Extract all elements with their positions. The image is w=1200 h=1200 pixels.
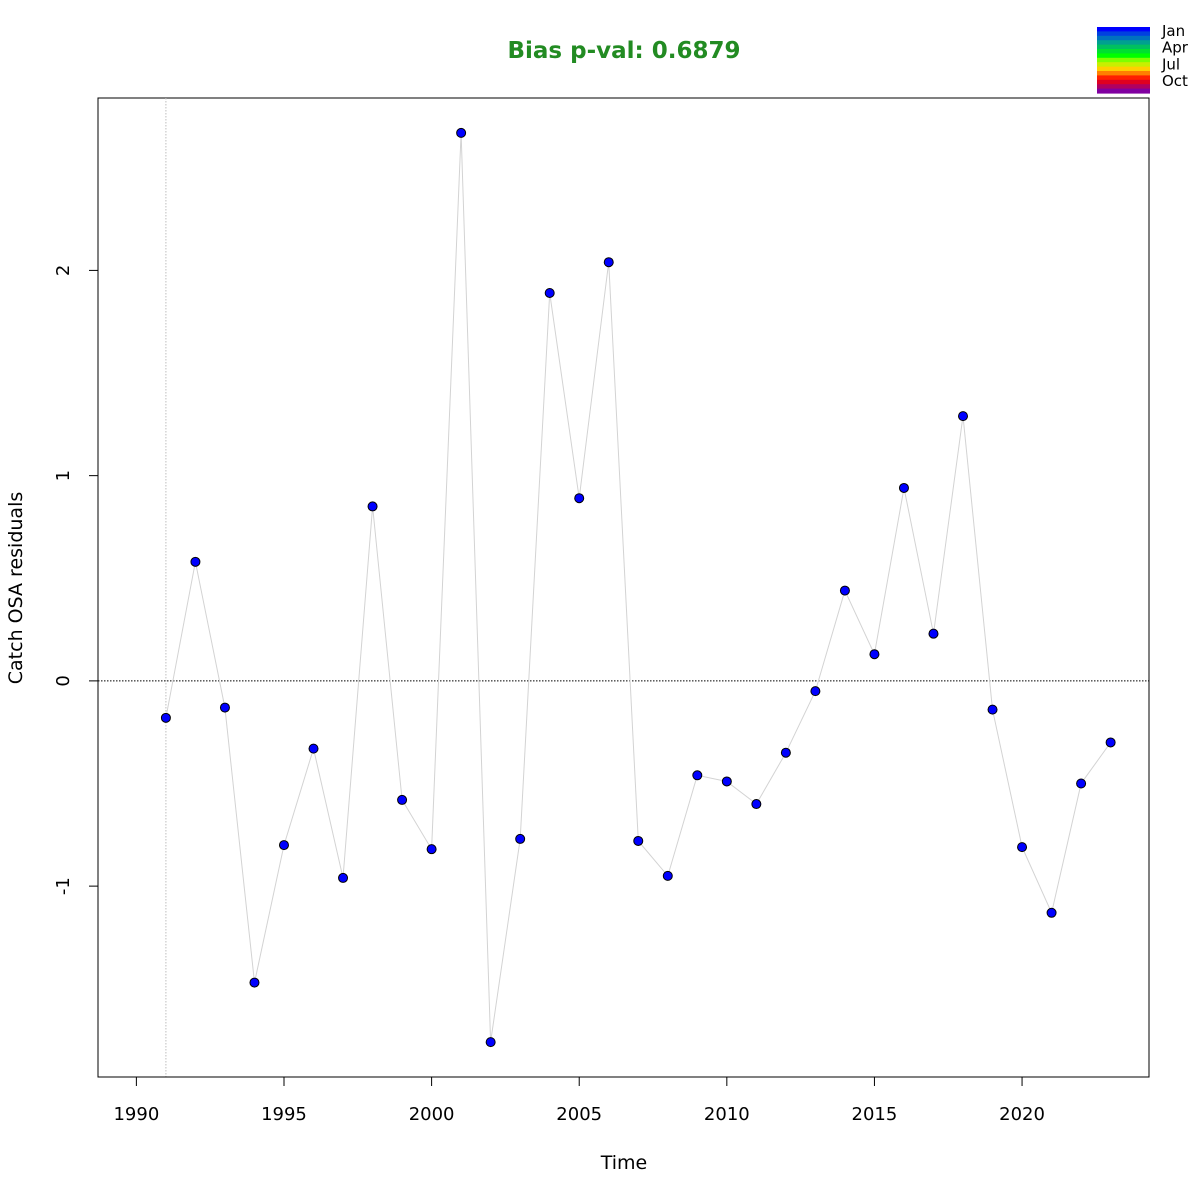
data-point <box>1046 907 1057 918</box>
data-point <box>219 702 230 713</box>
data-point <box>249 977 260 988</box>
y-tick-label: 0 <box>53 675 74 686</box>
y-tick-label: -1 <box>53 877 74 895</box>
legend-swatch <box>1097 88 1150 94</box>
y-tick-label: 2 <box>53 265 74 276</box>
x-tick-label: 2005 <box>556 1104 602 1125</box>
reference-lines <box>98 98 1149 1077</box>
x-tick-label: 2010 <box>704 1104 750 1125</box>
legend-swatch <box>1097 57 1150 63</box>
x-tick-label: 2000 <box>409 1104 455 1125</box>
legend-swatch <box>1097 31 1150 37</box>
data-point <box>633 835 644 846</box>
legend-swatch <box>1097 49 1150 54</box>
legend-swatch <box>1097 27 1150 32</box>
data-point <box>839 585 850 596</box>
data-point <box>780 747 791 758</box>
y-axis-label: Catch OSA residuals <box>5 492 27 684</box>
x-axis: 1990 1995 2000 2005 2010 2015 2020 <box>113 1076 1045 1125</box>
data-point <box>574 493 585 504</box>
x-tick-label: 1995 <box>261 1104 307 1125</box>
series-connecting-lines <box>165 132 1112 1043</box>
y-tick-label: 1 <box>53 470 74 481</box>
legend-swatch <box>1097 62 1150 68</box>
x-axis-label: Time <box>600 1152 648 1174</box>
data-point <box>692 770 703 781</box>
x-tick-label: 2020 <box>999 1104 1045 1125</box>
data-point <box>987 704 998 715</box>
data-point <box>278 840 289 851</box>
data-point <box>426 844 437 855</box>
legend-label: Jan <box>1161 22 1185 40</box>
y-axis: -1 0 1 2 <box>53 265 99 895</box>
series-points <box>160 127 1116 1048</box>
data-point <box>160 712 171 723</box>
legend-swatch <box>1097 44 1150 50</box>
legend-swatch <box>1097 71 1150 76</box>
x-tick-label: 2015 <box>852 1104 898 1125</box>
data-point <box>721 776 732 787</box>
series-line <box>165 132 1112 1043</box>
data-point <box>1017 842 1028 853</box>
data-point <box>485 1037 496 1048</box>
legend-label: Jul <box>1161 55 1180 73</box>
data-point <box>308 743 319 754</box>
data-point <box>338 872 349 883</box>
data-point <box>456 127 467 138</box>
legend-swatch <box>1097 66 1150 72</box>
data-point <box>190 556 201 567</box>
data-point <box>898 482 909 493</box>
data-point <box>958 411 969 422</box>
data-point <box>515 833 526 844</box>
data-point <box>751 799 762 810</box>
data-point <box>603 257 614 268</box>
data-point <box>1076 778 1087 789</box>
legend-swatch <box>1097 53 1150 59</box>
legend-label: Oct <box>1162 72 1188 90</box>
data-point <box>367 501 378 512</box>
legend-swatch <box>1097 75 1150 81</box>
data-point <box>1105 737 1116 748</box>
plot-frame <box>97 97 1150 1078</box>
legend-swatch <box>1097 35 1150 41</box>
data-point <box>662 870 673 881</box>
legend-swatch <box>1097 40 1150 46</box>
legend-label: Apr <box>1162 39 1189 57</box>
legend-swatch <box>1097 84 1150 90</box>
data-point <box>544 287 555 298</box>
data-point <box>810 686 821 697</box>
data-point <box>397 794 408 805</box>
x-tick-label: 1990 <box>113 1104 159 1125</box>
data-point <box>928 628 939 639</box>
legend-swatch <box>1097 79 1150 85</box>
chart-title: Bias p-val: 0.6879 <box>508 38 741 64</box>
data-point <box>869 649 880 660</box>
